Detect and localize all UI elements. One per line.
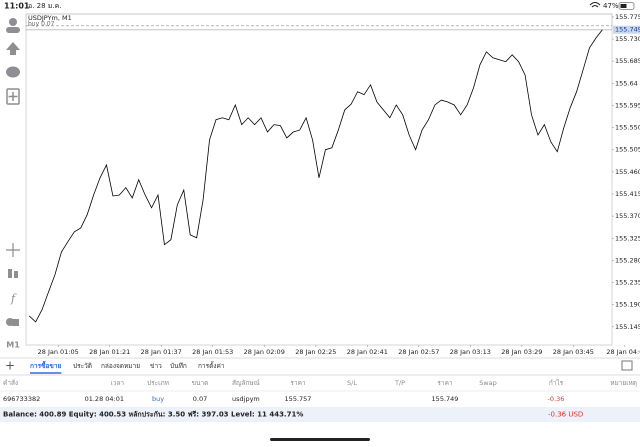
table-cell: 696733382 <box>3 395 40 403</box>
column-header: คำสั่ง <box>3 378 18 387</box>
table-cell: usdjpym <box>232 395 260 403</box>
y-tick-label: 155.775 <box>615 13 640 21</box>
battery-level <box>620 4 627 8</box>
table-cell: -0.36 <box>548 395 565 403</box>
column-header: สัญลักษณ์ <box>232 379 260 387</box>
y-tick-label: 155.190 <box>615 301 640 309</box>
battery-icon <box>618 2 635 10</box>
y-tick-label: 155.505 <box>615 146 640 154</box>
y-tick-label: 155.325 <box>615 234 640 242</box>
chat-icon[interactable] <box>6 66 20 78</box>
plot-frame <box>25 13 613 346</box>
x-tick-label: 28 Jan 02:25 <box>295 348 336 356</box>
x-tick-label: 28 Jan 01:53 <box>192 348 233 356</box>
column-header: หมายเหตุ <box>610 379 637 387</box>
sidebar: f M1 <box>6 18 20 350</box>
tab[interactable]: ข่าว <box>150 362 162 370</box>
new-order-plus <box>8 92 18 101</box>
table-cell: 01.28 04:01 <box>85 395 124 403</box>
x-tick-label: 28 Jan 03:13 <box>450 348 491 356</box>
y-tick-label: 155.415 <box>615 190 640 198</box>
column-header: ราคา <box>437 379 452 387</box>
timeframe-button[interactable]: M1 <box>6 341 20 350</box>
y-tick-label: 155.730 <box>615 35 640 43</box>
price-line <box>28 29 603 323</box>
tab[interactable]: การซื้อขาย <box>30 360 61 370</box>
candles-icon-2 <box>14 271 18 278</box>
x-tick-label: 28 Jan 02:09 <box>244 348 285 356</box>
buy-line-label: buy 0.07 <box>28 21 55 28</box>
column-header: ขนาด <box>192 379 209 387</box>
x-tick-label: 28 Jan 04:0 <box>606 348 640 356</box>
column-header: T/P <box>394 379 405 387</box>
y-tick-label: 155.685 <box>615 57 640 65</box>
status-time: 11:01 <box>4 2 30 11</box>
column-header: กำไร <box>549 379 564 387</box>
x-tick-label: 28 Jan 02:41 <box>347 348 388 356</box>
current-price-label: 155.749 <box>615 26 640 34</box>
y-tick-label: 155.550 <box>615 124 640 132</box>
layout-icon[interactable] <box>621 360 633 371</box>
table-cell: 155.757 <box>285 395 312 403</box>
y-tick-label: 155.235 <box>615 279 640 287</box>
column-header: ราคา <box>290 379 305 387</box>
tab[interactable]: บันทึก <box>170 362 187 370</box>
status-battery: 47% <box>603 2 619 10</box>
add-button[interactable]: + <box>5 359 15 373</box>
chart-title: USDJPYm, M1 <box>28 14 72 22</box>
y-tick-label: 155.460 <box>615 168 640 176</box>
account-icon[interactable] <box>9 18 17 26</box>
column-header: Swap <box>479 379 497 387</box>
column-header: S/L <box>347 379 357 387</box>
status-date: อ. 28 ม.ค. <box>28 2 62 10</box>
column-header: ประเภท <box>147 379 169 387</box>
table-cell: 155.749 <box>432 395 459 403</box>
y-tick-label: 155.64 <box>615 79 638 87</box>
x-tick-label: 28 Jan 01:37 <box>141 348 182 356</box>
account-icon-body <box>6 27 20 33</box>
x-tick-label: 28 Jan 02:57 <box>398 348 439 356</box>
tab[interactable]: การตั้งค่า <box>198 361 225 370</box>
tab[interactable]: กล่องจดหมาย <box>101 362 140 370</box>
table-cell: buy <box>152 395 164 403</box>
current-price-box <box>613 25 640 34</box>
objects-icon-2 <box>12 319 19 326</box>
trade-icon[interactable] <box>6 42 20 55</box>
y-tick-label: 155.280 <box>615 256 640 264</box>
y-tick-label: 155.595 <box>615 101 640 109</box>
total-profit: -0.36 USD <box>548 411 583 419</box>
tab[interactable]: ประวัติ <box>73 362 92 370</box>
summary-row-bg <box>0 407 640 422</box>
table-cell: 0.07 <box>193 395 207 403</box>
column-header: เวลา <box>110 379 124 387</box>
x-tick-label: 28 Jan 01:05 <box>38 348 79 356</box>
x-tick-label: 28 Jan 03:29 <box>501 348 542 356</box>
indicator-icon[interactable]: f <box>10 292 17 305</box>
account-summary: Balance: 400.89 Equity: 400.53 หลักประกั… <box>3 411 303 419</box>
crosshair-icon[interactable] <box>6 243 20 257</box>
info-box <box>25 13 613 31</box>
x-tick-label: 28 Jan 01:21 <box>89 348 130 356</box>
wifi-icon <box>589 2 601 8</box>
new-order-icon[interactable] <box>6 88 20 105</box>
y-tick-label: 155.145 <box>615 323 640 331</box>
x-tick-label: 28 Jan 03:45 <box>553 348 594 356</box>
y-tick-label: 155.370 <box>615 212 640 220</box>
candles-icon[interactable] <box>8 269 12 278</box>
home-indicator <box>270 438 370 441</box>
